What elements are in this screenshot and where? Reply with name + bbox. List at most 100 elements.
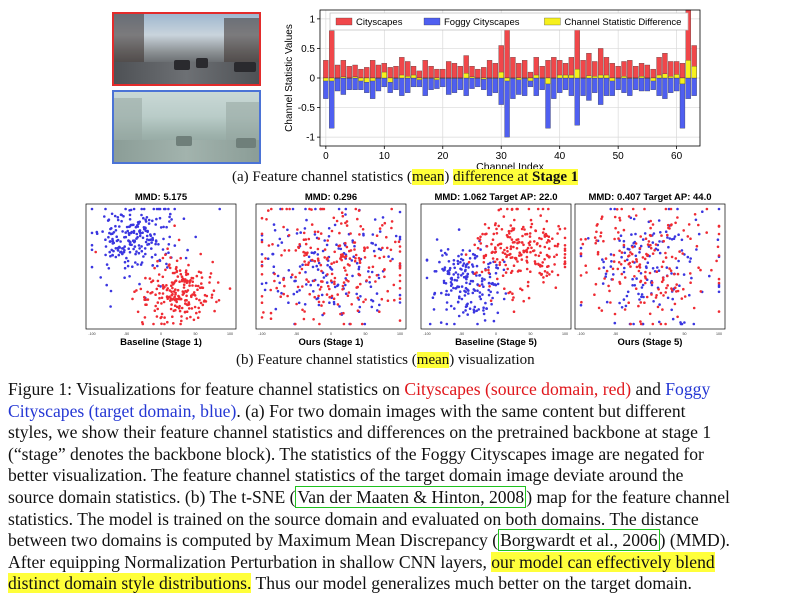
cityscapes-point bbox=[170, 303, 173, 306]
cityscapes-point bbox=[262, 311, 265, 314]
foggy-point bbox=[502, 268, 506, 272]
cityscapes-point bbox=[674, 221, 677, 225]
citation-link[interactable]: Van der Maaten & Hinton, 2008 bbox=[295, 485, 527, 508]
cityscapes-point bbox=[717, 225, 721, 228]
cityscapes-point bbox=[302, 238, 306, 241]
cityscapes-point bbox=[330, 229, 334, 233]
cityscapes-point bbox=[599, 231, 603, 234]
foggy-point bbox=[173, 244, 177, 247]
tsne-title: MMD: 0.296 bbox=[305, 192, 357, 203]
cityscapes-point bbox=[547, 235, 551, 238]
cityscapes-point bbox=[599, 234, 602, 238]
cityscapes-point bbox=[506, 235, 510, 238]
y-tick-label: 0.5 bbox=[301, 44, 315, 55]
cityscapes-point bbox=[479, 242, 483, 245]
x-tick-label: 20 bbox=[437, 151, 449, 162]
foggy-point bbox=[131, 265, 134, 268]
foggy-point bbox=[109, 240, 112, 243]
foggy-point bbox=[152, 207, 156, 211]
bar bbox=[516, 77, 522, 95]
cityscapes-point bbox=[163, 322, 166, 326]
cityscapes-point bbox=[646, 243, 650, 246]
citation-link[interactable]: Borgwardt et al., 2006 bbox=[498, 529, 660, 552]
foggy-point bbox=[309, 283, 312, 287]
cityscapes-point bbox=[282, 292, 285, 296]
cityscapes-point bbox=[143, 316, 147, 319]
foggy-point bbox=[150, 255, 154, 259]
cityscapes-point bbox=[553, 244, 557, 248]
cityscapes-point bbox=[260, 216, 264, 220]
cityscapes-point bbox=[563, 249, 567, 252]
foggy-point bbox=[447, 271, 451, 274]
foggy-point bbox=[344, 207, 348, 211]
cityscapes-point bbox=[283, 284, 286, 288]
cityscapes-point bbox=[518, 251, 521, 254]
foggy-point bbox=[651, 267, 655, 270]
tsne-tick-label: 100 bbox=[397, 332, 403, 336]
cityscapes-point bbox=[644, 281, 647, 285]
bar bbox=[375, 64, 382, 79]
foggy-point bbox=[689, 257, 692, 260]
foggy-point bbox=[667, 245, 670, 249]
cityscapes-point bbox=[545, 274, 549, 278]
foggy-point bbox=[443, 251, 447, 255]
foggy-point bbox=[496, 291, 499, 294]
foggy-point bbox=[449, 281, 453, 284]
bar bbox=[393, 66, 399, 79]
cityscapes-point bbox=[193, 294, 197, 297]
cityscapes-point bbox=[178, 269, 182, 272]
bar bbox=[358, 68, 364, 79]
foggy-point bbox=[441, 254, 444, 257]
cityscapes-point bbox=[662, 278, 665, 282]
cityscapes-point bbox=[669, 223, 673, 227]
bar bbox=[381, 71, 387, 79]
foggy-point bbox=[439, 321, 443, 324]
cityscapes-point bbox=[666, 284, 669, 287]
legend-swatch bbox=[544, 17, 561, 26]
foggy-point bbox=[141, 236, 145, 240]
cityscapes-point bbox=[611, 267, 615, 271]
cityscapes-point bbox=[216, 281, 220, 284]
cityscapes-point bbox=[183, 310, 187, 314]
cityscapes-point bbox=[330, 262, 333, 265]
foggy-point bbox=[465, 281, 468, 285]
cityscapes-point bbox=[505, 254, 509, 257]
cityscapes-point bbox=[298, 243, 301, 246]
bar bbox=[609, 77, 615, 82]
cityscapes-point bbox=[554, 286, 558, 289]
cityscapes-point bbox=[398, 297, 402, 300]
foggy-point bbox=[462, 311, 465, 314]
cityscapes-point bbox=[131, 297, 134, 301]
foggy-point bbox=[481, 293, 484, 296]
cityscapes-point bbox=[635, 265, 639, 269]
cityscapes-point bbox=[604, 257, 608, 260]
cityscapes-point bbox=[673, 302, 677, 306]
cityscapes-point bbox=[651, 322, 655, 326]
tsne-title: MMD: 5.175 bbox=[135, 192, 188, 203]
foggy-point bbox=[292, 292, 296, 296]
cityscapes-point bbox=[615, 208, 619, 211]
cityscapes-point bbox=[371, 265, 375, 269]
bar bbox=[679, 77, 686, 129]
cityscapes-point bbox=[499, 246, 503, 250]
foggy-point bbox=[645, 266, 648, 270]
cityscapes-point bbox=[510, 229, 513, 233]
foggy-point bbox=[350, 259, 354, 262]
cityscapes-point bbox=[664, 251, 667, 255]
cityscapes-point bbox=[539, 214, 542, 217]
cityscapes-point bbox=[185, 279, 188, 283]
cityscapes-point bbox=[597, 306, 601, 310]
bar bbox=[609, 63, 615, 79]
cityscapes-point bbox=[503, 252, 507, 256]
foggy-point bbox=[165, 262, 168, 266]
foggy-point bbox=[122, 215, 125, 218]
cityscapes-point bbox=[618, 219, 622, 222]
cityscapes-point bbox=[563, 236, 567, 240]
foggy-point bbox=[355, 292, 359, 296]
cityscapes-point bbox=[617, 261, 621, 264]
cityscapes-point bbox=[389, 248, 393, 252]
cityscapes-point bbox=[551, 237, 554, 240]
cityscapes-point bbox=[307, 237, 311, 241]
cityscapes-point bbox=[516, 241, 519, 245]
foggy-point bbox=[605, 300, 609, 304]
